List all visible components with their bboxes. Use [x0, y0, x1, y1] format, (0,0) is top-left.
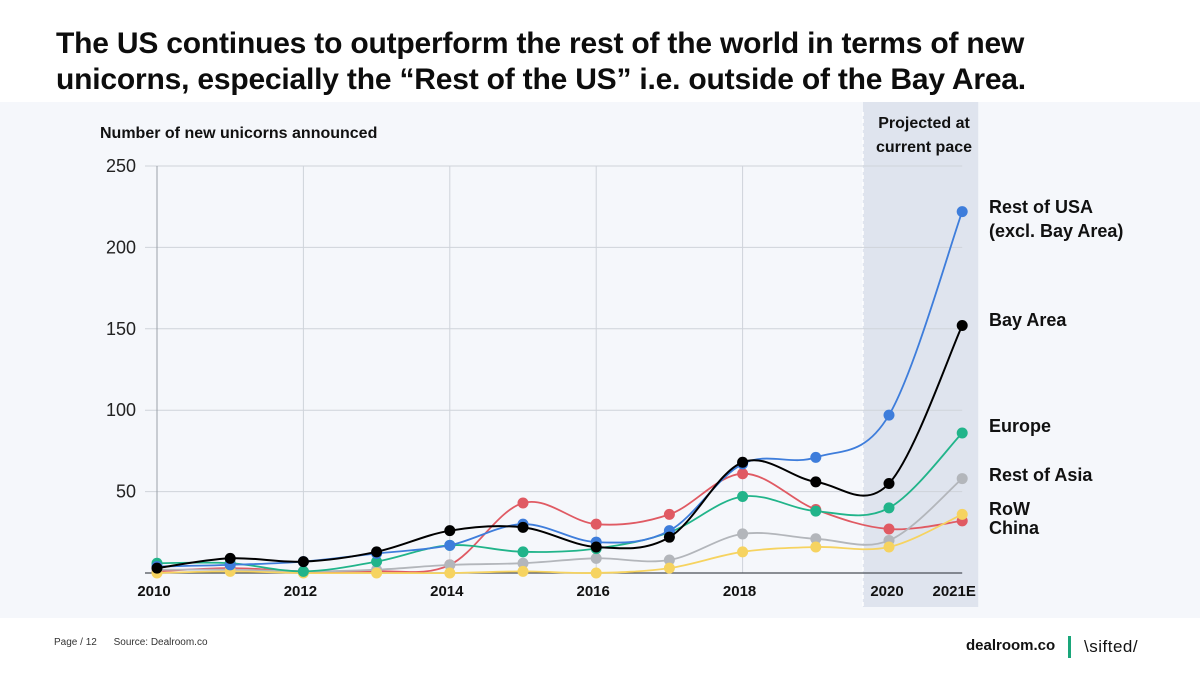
projection-band: [863, 102, 979, 607]
data-point-bay-area: [444, 525, 456, 537]
data-point-europe: [883, 502, 895, 514]
data-point-bay-area: [956, 320, 968, 332]
x-tick-label: 2018: [723, 583, 756, 600]
legend-label-rest-of-usa-excl-bay-area: Rest of USA: [989, 197, 1093, 217]
legend-label-europe: Europe: [989, 416, 1051, 436]
dealroom-logo: dealroom.co: [966, 637, 1056, 654]
data-point-rest-of-asia: [590, 552, 602, 564]
legend-label-china: China: [989, 518, 1040, 538]
y-tick-label: 50: [116, 482, 136, 502]
data-point-bay-area: [590, 541, 602, 553]
data-point-rest-of-usa-excl-bay-area: [883, 409, 895, 421]
projection-label: Projected at: [878, 115, 970, 132]
data-point-europe: [517, 546, 529, 558]
x-tick-label: 2020: [870, 583, 903, 600]
x-tick-label: 2021E: [933, 583, 976, 600]
footer-info: Page / 12 Source: Dealroom.co: [54, 637, 222, 648]
legend-label-bay-area: Bay Area: [989, 310, 1067, 330]
data-point-row: [810, 541, 822, 553]
data-point-rest-of-asia: [663, 554, 675, 566]
series-line-row: [156, 513, 963, 575]
data-point-europe: [371, 556, 383, 568]
data-point-bay-area: [663, 531, 675, 543]
series-line-china: [156, 472, 963, 573]
data-point-rest-of-asia: [810, 533, 822, 545]
legend-label-rest-of-usa-excl-bay-area: (excl. Bay Area): [989, 221, 1123, 241]
brand-divider: [1068, 636, 1071, 658]
legend-label-rest-of-asia: Rest of Asia: [989, 465, 1093, 485]
data-point-europe: [956, 427, 968, 439]
data-point-bay-area: [297, 556, 309, 568]
data-point-europe: [810, 505, 822, 517]
source-note: Source: Dealroom.co: [113, 637, 208, 648]
page-number: Page / 12: [54, 637, 97, 648]
data-point-bay-area: [371, 546, 383, 558]
data-point-china: [590, 518, 602, 530]
x-tick-label: 2014: [430, 583, 464, 600]
data-point-europe: [297, 565, 309, 577]
series-line-rest-of-usa-excl-bay-area: [156, 211, 964, 568]
data-point-row: [371, 567, 383, 579]
data-point-row: [517, 565, 529, 577]
x-tick-label: 2010: [137, 583, 170, 600]
data-point-row: [663, 562, 675, 574]
projection-label: current pace: [876, 139, 972, 156]
data-point-rest-of-asia: [444, 559, 456, 571]
data-point-china: [663, 508, 675, 520]
y-tick-label: 100: [106, 400, 136, 420]
y-tick-label: 150: [106, 319, 136, 339]
data-point-row: [956, 508, 968, 520]
data-point-bay-area: [151, 562, 163, 574]
data-point-rest-of-usa-excl-bay-area: [444, 539, 456, 551]
data-point-row: [883, 541, 895, 553]
page-title: The US continues to outperform the rest …: [56, 27, 1026, 96]
data-point-rest-of-usa-excl-bay-area: [810, 451, 822, 463]
data-point-bay-area: [224, 552, 236, 564]
sifted-logo: \sifted/: [1084, 637, 1139, 656]
data-point-china: [883, 523, 895, 535]
data-point-europe: [737, 490, 749, 502]
x-tick-label: 2012: [284, 583, 317, 600]
y-tick-label: 200: [106, 237, 136, 257]
data-point-rest-of-asia: [517, 557, 529, 569]
data-point-row: [737, 546, 749, 558]
y-tick-label: 250: [106, 156, 136, 176]
y-axis-label: Number of new unicorns announced: [100, 125, 377, 142]
legend-label-row: RoW: [989, 499, 1030, 519]
data-point-bay-area: [810, 476, 822, 488]
data-point-row: [444, 567, 456, 579]
chart-panel: [0, 102, 1200, 618]
data-point-china: [517, 497, 529, 509]
data-point-china: [737, 468, 749, 480]
data-point-bay-area: [517, 521, 529, 533]
data-point-bay-area: [737, 456, 749, 468]
series-line-rest-of-asia: [156, 477, 963, 573]
data-point-rest-of-asia: [956, 473, 968, 485]
data-point-row: [590, 567, 602, 579]
data-point-rest-of-usa-excl-bay-area: [956, 206, 968, 218]
series-line-europe: [156, 432, 963, 573]
x-tick-label: 2016: [577, 583, 610, 600]
data-point-bay-area: [883, 477, 895, 489]
data-point-rest-of-asia: [737, 528, 749, 540]
